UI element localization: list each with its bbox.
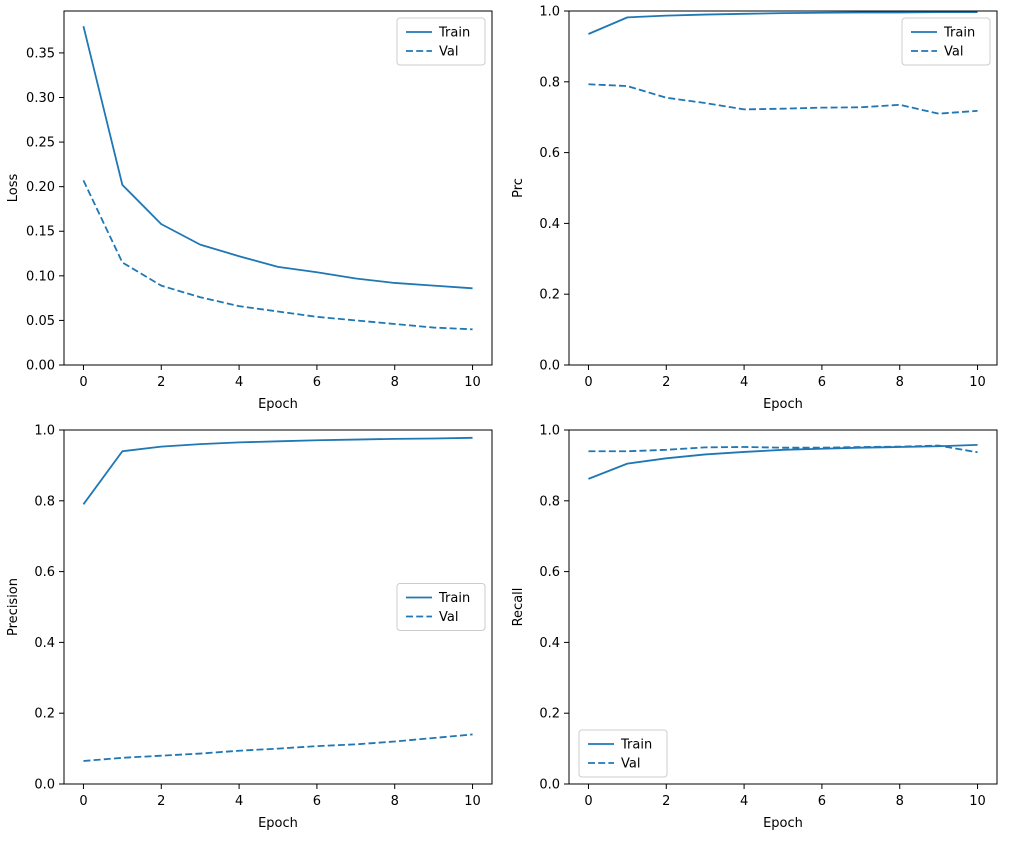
loss-xtick-label: 0 [79,375,87,390]
loss-ytick-label: 0.00 [26,359,55,374]
precision-xtick-label: 10 [464,794,481,809]
recall-xtick-label: 2 [662,794,670,809]
prc-ytick-label: 0.2 [539,288,560,303]
loss-legend-train-label: Train [438,26,470,41]
precision-xlabel: Epoch [258,816,298,831]
precision-xtick-label: 2 [157,794,165,809]
loss-xlabel: Epoch [258,397,298,412]
loss-legend: Train Val [396,17,486,66]
prc-legend-val-label: Val [944,45,963,60]
loss-ytick-label: 0.15 [26,225,55,240]
prc-xlabel: Epoch [763,397,803,412]
prc-legend-frame [901,17,991,66]
recall-xtick-label: 0 [584,794,592,809]
precision-ytick-label: 0.2 [34,707,55,722]
loss-axes-frame [63,10,493,366]
loss-subplot: 0.00 0.05 0.10 0.15 0.20 0.25 0.30 0.35 0 2 4 6 8 10 E… [0,0,505,419]
precision-ytick-label: 0.6 [34,565,55,580]
loss-ylabel: Loss [6,174,21,203]
loss-train-line [82,25,473,290]
prc-axes-frame [568,10,998,366]
recall-ytick-label: 0.0 [539,778,560,793]
recall-xtick-label: 10 [969,794,986,809]
recall-xlabel: Epoch [763,816,803,831]
precision-axes-frame [63,429,493,785]
loss-xtick-label: 4 [235,375,243,390]
prc-xtick-label: 0 [584,375,592,390]
prc-ytick-label: 0.6 [539,146,560,161]
loss-ytick-label: 0.10 [26,269,55,284]
prc-ytick-label: 0.0 [539,359,560,374]
precision-legend-frame [396,583,486,631]
loss-legend-frame [396,17,486,66]
precision-legend-val-label: Val [439,610,458,625]
precision-val-line [83,733,473,762]
loss-xtick-label: 8 [391,375,399,390]
loss-xtick-label: 2 [157,375,165,390]
prc-ytick-label: 0.4 [539,217,560,232]
recall-subplot: 0.0 0.2 0.4 0.6 0.8 1.0 0 2 4 6 8 10 Epoch Recall Trai… [505,419,1010,838]
prc-ytick-label: 1.0 [539,5,560,20]
recall-ytick-label: 0.4 [539,636,560,651]
precision-xtick-label: 4 [235,794,243,809]
prc-xtick-label: 6 [818,375,826,390]
precision-ytick-label: 0.0 [34,778,55,793]
prc-xtick-label: 4 [740,375,748,390]
recall-axes-frame [568,429,998,785]
precision-xtick-label: 6 [313,794,321,809]
recall-ylabel: Recall [511,588,526,627]
precision-ytick-label: 1.0 [34,424,55,439]
loss-ytick-label: 0.25 [26,136,55,151]
precision-subplot: 0.0 0.2 0.4 0.6 0.8 1.0 0 2 4 6 8 10 Epoch Precision T… [0,419,505,838]
recall-ytick-label: 0.2 [539,707,560,722]
loss-legend-val-label: Val [439,45,458,60]
loss-plot: 0.00 0.05 0.10 0.15 0.20 0.25 0.30 0.35 0 2 4 6 8 10 E… [6,10,493,412]
loss-ytick-label: 0.35 [26,46,55,61]
precision-xtick-label: 8 [391,794,399,809]
recall-legend: Train Val [578,729,668,778]
prc-xtick-label: 2 [662,375,670,390]
recall-val-line [588,444,978,454]
prc-xtick-label: 10 [969,375,986,390]
recall-xtick-label: 8 [896,794,904,809]
precision-plot: 0.0 0.2 0.4 0.6 0.8 1.0 0 2 4 6 8 10 Epoch Precision T… [6,424,493,831]
prc-ylabel: Prc [511,178,526,198]
recall-legend-val-label: Val [621,757,640,772]
prc-xtick-label: 8 [896,375,904,390]
precision-xtick-label: 0 [79,794,87,809]
loss-ytick-label: 0.20 [26,180,55,195]
recall-ytick-label: 0.6 [539,565,560,580]
loss-val-line [82,180,473,331]
prc-ytick-label: 0.8 [539,75,560,90]
precision-ylabel: Precision [6,578,21,636]
precision-legend-train-label: Train [438,591,470,606]
recall-train-line [588,443,978,480]
loss-xtick-label: 10 [464,375,481,390]
precision-ytick-label: 0.8 [34,494,55,509]
prc-subplot: 0.0 0.2 0.4 0.6 0.8 1.0 0 2 4 6 8 10 Epoch Prc Train Va… [505,0,1010,419]
recall-legend-frame [578,729,668,778]
precision-ytick-label: 0.4 [34,636,55,651]
recall-ytick-label: 1.0 [539,424,560,439]
recall-xtick-label: 6 [818,794,826,809]
loss-xtick-label: 6 [313,375,321,390]
recall-ytick-label: 0.8 [539,494,560,509]
prc-legend-train-label: Train [943,26,975,41]
precision-train-line [82,436,473,505]
loss-ytick-label: 0.05 [26,314,55,329]
prc-val-line [588,83,978,115]
prc-train-line [588,11,978,35]
loss-ytick-label: 0.30 [26,91,55,106]
prc-legend: Train Val [901,17,991,66]
recall-plot: 0.0 0.2 0.4 0.6 0.8 1.0 0 2 4 6 8 10 Epoch Recall Trai… [511,424,998,831]
recall-xtick-label: 4 [740,794,748,809]
prc-plot: 0.0 0.2 0.4 0.6 0.8 1.0 0 2 4 6 8 10 Epoch Prc Train Va… [511,5,998,412]
precision-legend: Train Val [396,583,486,631]
recall-legend-train-label: Train [620,738,652,753]
